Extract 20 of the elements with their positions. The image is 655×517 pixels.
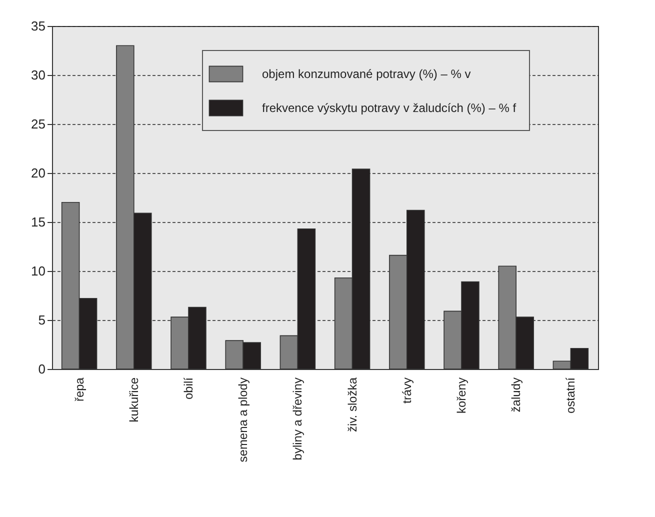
x-tick-label: byliny a dřeviny <box>290 378 305 460</box>
x-tick-label: žaludy <box>509 378 524 412</box>
y-tick-label: 10 <box>31 264 46 278</box>
legend-label: frekvence výskytu potravy v žaludcích (%) – % f <box>262 101 517 115</box>
y-tick-label: 0 <box>38 362 46 376</box>
y-tick-label: 35 <box>31 18 46 34</box>
legend-label: objem konzumované potravy (%) – % v <box>262 67 471 81</box>
y-tick-label: 20 <box>31 166 46 180</box>
x-tick-label: trávy <box>400 378 414 404</box>
x-tick-label: kukuřice <box>126 377 141 422</box>
x-tick-label: semena a plody <box>236 378 250 462</box>
y-tick-label: 30 <box>31 68 46 82</box>
x-tick-label: kořeny <box>454 378 468 414</box>
x-tick-label: živ. složka <box>345 377 360 432</box>
y-tick-label: 5 <box>38 312 46 328</box>
x-tick-label: řepa <box>72 377 86 402</box>
y-tick-label: 15 <box>31 214 46 230</box>
x-tick-label: obilí <box>182 376 196 400</box>
y-tick-label: 25 <box>31 116 46 132</box>
x-tick-label: ostatní <box>564 376 578 414</box>
